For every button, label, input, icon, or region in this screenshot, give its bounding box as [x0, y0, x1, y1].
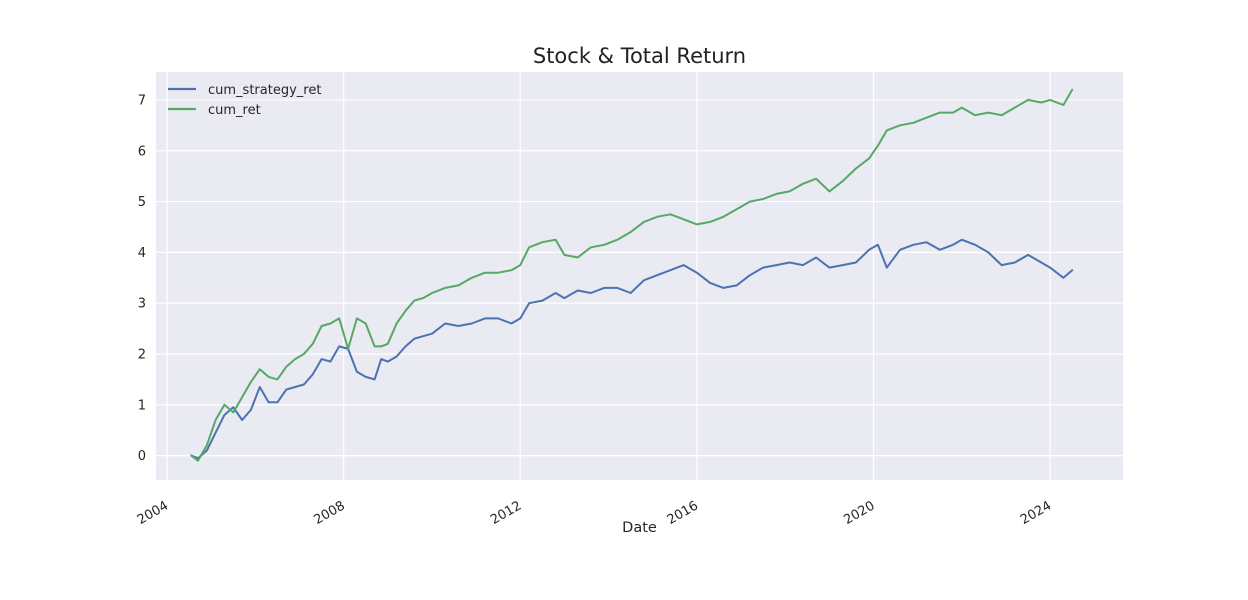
chart-title: Stock & Total Return — [533, 44, 746, 68]
y-tick-label: 2 — [138, 347, 146, 362]
legend-label-cum-strategy-ret: cum_strategy_ret — [208, 83, 321, 98]
plot-area — [156, 72, 1123, 480]
grid-lines — [156, 72, 1123, 480]
x-tick-label: 2012 — [488, 498, 524, 528]
y-tick-label: 1 — [138, 398, 146, 413]
x-axis-label: Date — [622, 520, 657, 536]
x-tick-label: 2024 — [1018, 498, 1054, 528]
legend-label-cum-ret: cum_ret — [208, 103, 261, 118]
x-tick-label: 2016 — [665, 498, 701, 528]
series-line-cum-strategy-ret — [190, 238, 1074, 460]
y-tick-label: 7 — [138, 93, 146, 108]
series-layer — [190, 88, 1074, 462]
x-tick-label: 2004 — [135, 498, 171, 528]
y-tick-label: 6 — [138, 144, 146, 159]
y-tick-label: 3 — [138, 297, 146, 312]
y-axis-ticks: 0 1 2 3 4 5 6 7 — [138, 93, 146, 464]
y-tick-label: 4 — [138, 246, 146, 261]
series-line-cum-ret — [190, 88, 1074, 462]
y-tick-label: 0 — [138, 449, 146, 464]
legend: cum_strategy_ret cum_ret — [168, 83, 321, 118]
x-tick-label: 2020 — [841, 498, 877, 528]
y-tick-label: 5 — [138, 195, 146, 210]
x-axis-ticks: 2004 2008 2012 2016 2020 2024 — [135, 498, 1054, 528]
x-tick-label: 2008 — [311, 498, 347, 528]
